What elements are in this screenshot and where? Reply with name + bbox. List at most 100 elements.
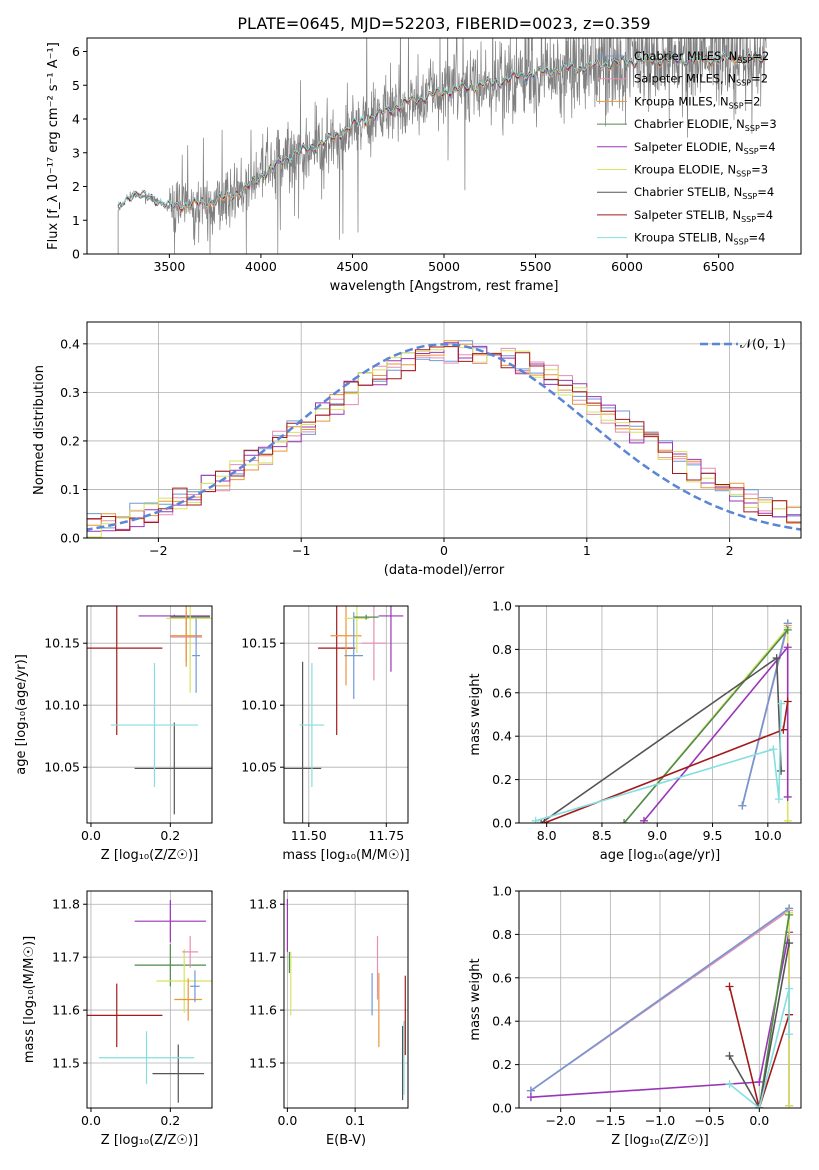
y-tick-label: 10.05 — [241, 760, 277, 775]
weight-line-kroupa_stelib — [728, 988, 790, 1108]
y-tick-label: 5 — [72, 78, 80, 93]
x-tick-label: 4000 — [245, 259, 277, 274]
y-tick-label: 0.2 — [492, 1057, 512, 1072]
y-tick-label: 0.4 — [60, 336, 80, 351]
axes-frame — [283, 890, 409, 1109]
axes-frame — [283, 605, 409, 824]
y-axis-label: Flux [f_λ 10⁻¹⁷ erg cm⁻² s⁻¹ A⁻¹] — [46, 42, 61, 250]
x-axis-label: Z [log₁₀(Z/Z☉)] — [101, 1133, 198, 1148]
x-axis-label: Z [log₁₀(Z/Z☉)] — [101, 848, 198, 863]
x-tick-label: 0.1 — [345, 1113, 365, 1128]
y-tick-label: 10.05 — [44, 760, 80, 775]
legend-subscript: SSP — [734, 238, 749, 247]
plot-area — [87, 899, 212, 1103]
x-tick-label: 0.2 — [160, 828, 180, 843]
legend-text: Chabrier ELODIE, N — [634, 117, 745, 131]
errorbar-salpeter_elodie — [378, 606, 404, 672]
errorbar-kroupa_stelib — [299, 663, 325, 788]
y-tick-label: 6 — [72, 44, 80, 59]
y-axis-label: mass weight — [468, 958, 483, 1040]
errorbar-kroupa_miles — [174, 978, 203, 1021]
plot-area — [87, 340, 801, 538]
x-tick-label: 4500 — [337, 259, 369, 274]
weight-marker-chabrier_elodie — [785, 910, 794, 919]
weight-marker-salpeter_elodie — [783, 792, 792, 801]
legend-value: =2 — [752, 49, 769, 63]
y-tick-label: 11.8 — [249, 897, 277, 912]
x-axis-label: wavelength [Angstrom, rest frame] — [330, 279, 559, 294]
legend-value: =4 — [759, 140, 776, 154]
legend-subscript: SSP — [729, 101, 744, 110]
x-axis-label: (data-model)/error — [384, 563, 505, 578]
weight-marker-chabrier_stelib — [537, 819, 546, 823]
y-tick-label: 3 — [72, 145, 80, 160]
axes — [87, 606, 212, 823]
weight-marker-salpeter_elodie — [755, 1077, 764, 1086]
x-tick-label: 9.5 — [703, 828, 723, 843]
x-tick-label: −2 — [149, 543, 167, 558]
errorbar-chabrier_stelib — [134, 722, 212, 815]
weight-marker-kroupa_stelib — [785, 984, 794, 993]
y-tick-label: 0.2 — [492, 772, 512, 787]
errorbar-salpeter_stelib — [87, 606, 163, 735]
legend-value: =4 — [757, 185, 774, 199]
legend-text: Chabrier STELIB, N — [634, 185, 742, 199]
weight-marker-kroupa_stelib — [725, 1080, 734, 1089]
weight-marker-chabrier_stelib — [725, 1051, 734, 1060]
legend-label-chabrier_stelib: Chabrier STELIB, NSSP=4 — [634, 185, 774, 201]
errorbar-chabrier_miles — [192, 618, 201, 693]
errorbar-salpeter_stelib — [318, 606, 356, 735]
histogram-salpeter_stelib — [87, 346, 801, 538]
weight-line-chabrier_elodie — [623, 629, 789, 823]
weight-marker-salpeter_elodie — [639, 816, 648, 823]
errorbar-salpeter_miles — [361, 606, 387, 681]
mass-vs-extinction-panel: 0.0 0.1 11.5 11.6 11.7 11.8 E(B-V) — [249, 890, 409, 1148]
axes — [519, 605, 801, 824]
x-tick-label: −0.5 — [694, 1113, 724, 1128]
weight-line-chabrier_miles — [741, 623, 789, 806]
figure-title: PLATE=0645, MJD=52203, FIBERID=0023, z=0… — [237, 14, 650, 33]
x-tick-label: −2.0 — [546, 1113, 576, 1128]
errorbar-salpeter_miles — [182, 935, 199, 968]
x-axis-label: age [log₁₀(age/yr)] — [600, 848, 721, 863]
y-tick-label: 10.10 — [241, 698, 277, 713]
y-axis-label: mass [log₁₀(M/M☉)] — [22, 936, 37, 1063]
frame-and-ticks: 0.0 0.2 11.5 11.6 11.7 11.8 Z [log₁₀(Z/Z☉)] mas… — [22, 890, 213, 1148]
y-tick-label: 0.0 — [60, 531, 80, 546]
x-tick-label: −1 — [292, 543, 310, 558]
y-tick-label: 1.0 — [492, 599, 512, 614]
weight-marker-chabrier_elodie — [783, 625, 792, 634]
plot-area — [526, 904, 794, 1108]
age-vs-metallicity-panel: 0.0 0.2 10.05 10.10 10.15 Z [log₁₀(Z/Z☉)] age … — [14, 605, 213, 863]
errorbar-salpeter_elodie — [134, 899, 207, 943]
weight-line-chabrier_stelib — [540, 656, 782, 823]
legend-text: Chabrier MILES, N — [634, 49, 737, 63]
model-spectrum-kroupa_stelib — [117, 50, 767, 210]
y-tick-label: 0.4 — [492, 1014, 512, 1029]
frame-and-ticks: 3500 4000 4500 5000 5500 6000 6500 0 1 2 3 4 5 6 wavel… — [46, 37, 802, 294]
x-tick-label: 5500 — [520, 259, 552, 274]
mass-vs-metallicity-panel: 0.0 0.2 11.5 11.6 11.7 11.8 Z [log₁₀(Z/Z☉)] mas… — [22, 890, 213, 1148]
weight-marker-kroupa_stelib — [774, 795, 783, 804]
legend-text: Salpeter ELODIE, N — [634, 140, 744, 154]
frame-and-ticks: −2 −1 0 1 2 0.0 0.1 0.2 0.3 0.4 (data-model)/error… — [32, 321, 802, 578]
x-tick-label: 10.0 — [754, 828, 782, 843]
axes — [284, 891, 408, 1108]
spectrum-panel: 3500 4000 4500 5000 5500 6000 6500 0 1 2 3 4 5 6 wavel… — [46, 37, 802, 294]
legend-label-kroupa_miles: Kroupa MILES, NSSP=2 — [634, 94, 760, 110]
legend-subscript: SSP — [742, 192, 757, 201]
frame-and-ticks: −2.0 −1.5 −1.0 −0.5 0.0 0.0 0.2 0.4 0.6 0.8 1.0 Z [… — [468, 884, 802, 1148]
y-tick-label: 2 — [72, 179, 80, 194]
y-tick-label: 0.3 — [60, 385, 80, 400]
y-tick-label: 0.8 — [492, 927, 512, 942]
frame-and-ticks: 0.0 0.2 10.05 10.10 10.15 Z [log₁₀(Z/Z☉)] age … — [14, 605, 213, 863]
frame-and-ticks: 8.0 8.5 9.0 9.5 10.0 0.0 0.2 0.4 0.6 0.8 1.0 age [l… — [468, 599, 802, 863]
legend-subscript: SSP — [736, 170, 751, 179]
x-tick-label: 6500 — [703, 259, 735, 274]
legend-text: Kroupa ELODIE, N — [634, 163, 736, 177]
x-tick-label: 0.0 — [277, 1113, 297, 1128]
y-tick-label: 0.6 — [492, 685, 512, 700]
legend-subscript: SSP — [737, 56, 752, 65]
weight-marker-salpeter_stelib — [783, 697, 792, 706]
